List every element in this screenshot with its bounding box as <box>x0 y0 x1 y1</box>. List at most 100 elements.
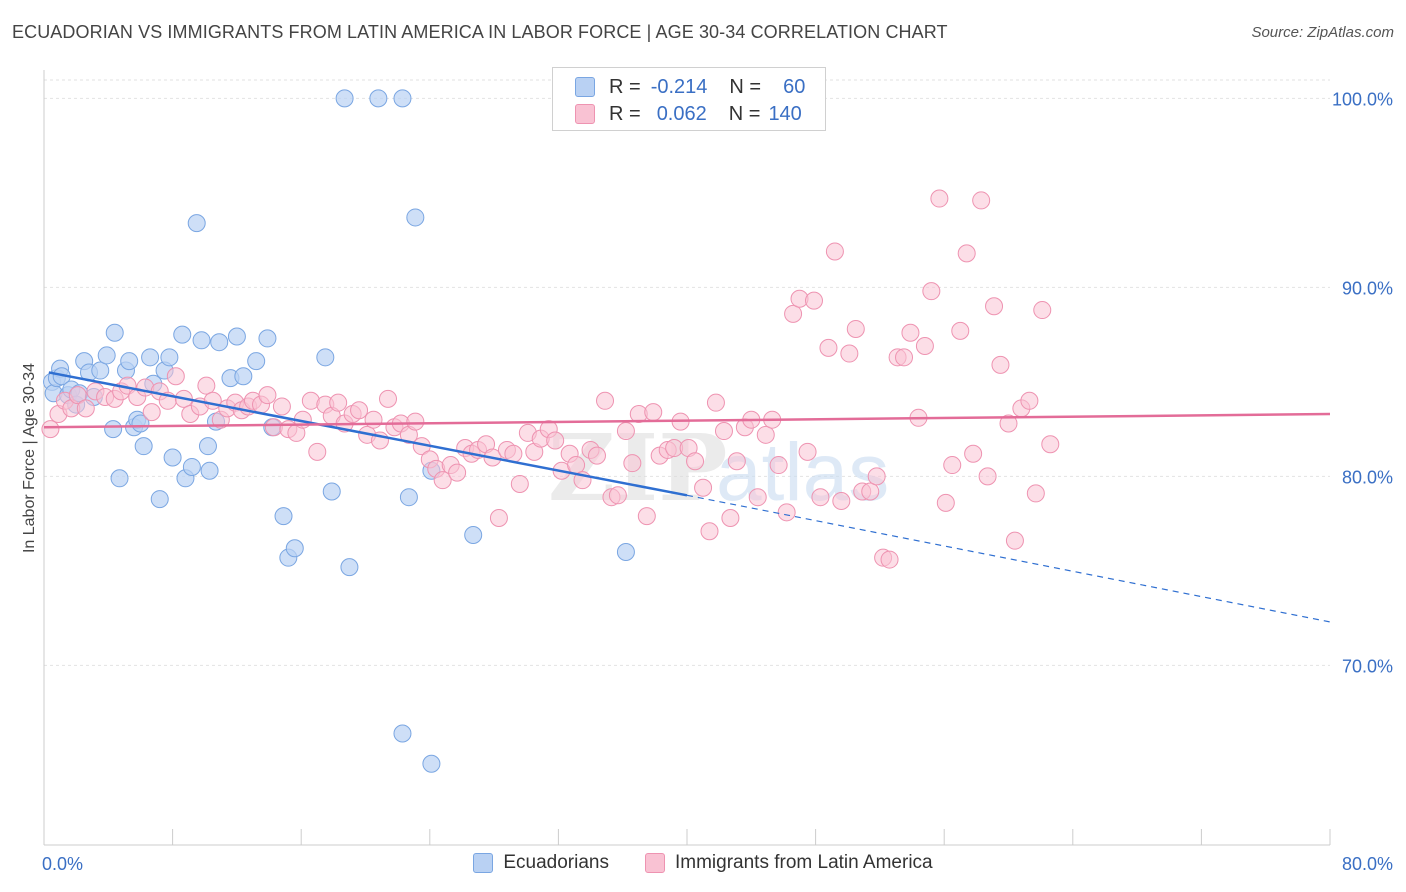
immigrant-point <box>197 376 216 395</box>
immigrant-point <box>798 442 817 461</box>
ecuadorian-point <box>192 331 211 350</box>
legend-r-value: 0.062 <box>656 102 707 125</box>
correlation-legend: R = -0.214 N = 60 R = 0.062 N = 140 <box>552 67 826 131</box>
immigrant-point <box>978 467 997 486</box>
source-label: Source: ZipAtlas.com <box>1251 24 1394 41</box>
y-tick-label: 70.0% <box>1342 656 1393 676</box>
immigrant-point <box>721 508 740 527</box>
immigrant-trend-line <box>43 412 1331 429</box>
ecuadorian-point <box>393 89 412 108</box>
trend-lines <box>43 371 1331 623</box>
immigrant-point <box>861 482 880 501</box>
legend-n-value: 60 <box>783 75 806 98</box>
ecuadorian-point <box>227 327 246 346</box>
immigrant-point <box>1020 391 1039 410</box>
immigrant-point <box>930 189 949 208</box>
immigrant-point <box>76 399 95 418</box>
immigrant-point <box>1033 301 1052 320</box>
ecuadorian-point <box>406 208 425 227</box>
legend-swatch-blue <box>473 853 494 873</box>
immigrant-point <box>714 422 733 441</box>
ecuadorian-point <box>464 526 483 544</box>
immigrant-point <box>350 401 369 420</box>
ecuadorian-point <box>285 539 304 558</box>
tick-labels: 70.0% 80.0% 90.0% 100.0% 0.0% 80.0% <box>42 89 1393 874</box>
legend-swatch-pink <box>644 853 665 873</box>
legend-item-ecuadorians[interactable]: Ecuadorians <box>473 852 609 874</box>
immigrant-point <box>406 412 425 431</box>
legend-r-value: -0.214 <box>650 75 708 98</box>
immigrant-point <box>41 420 60 439</box>
legend-n-value: 140 <box>768 102 802 125</box>
axes <box>43 70 1331 846</box>
ecuadorian-point <box>369 89 388 108</box>
immigrant-point <box>272 397 291 416</box>
immigrant-point <box>804 291 823 310</box>
ecuadorian-point <box>91 361 110 380</box>
immigrant-point <box>142 403 161 422</box>
y-tick-label: 80.0% <box>1342 467 1393 487</box>
ecuadorian-point <box>134 437 153 456</box>
immigrant-point <box>880 550 899 569</box>
immigrant-point <box>895 348 914 367</box>
immigrant-point <box>1026 484 1045 503</box>
immigrant-point <box>951 321 970 340</box>
immigrant-point <box>510 474 529 493</box>
immigrant-point <box>706 393 725 412</box>
ecuadorian-point <box>200 461 219 480</box>
immigrant-point <box>1041 435 1060 454</box>
ecuadorian-point <box>247 352 266 371</box>
legend-item-immigrants[interactable]: Immigrants from Latin America <box>644 852 933 874</box>
immigrant-point <box>616 422 635 441</box>
immigrant-point <box>68 386 87 405</box>
ecuadorian-point <box>173 325 192 344</box>
immigrant-point <box>811 488 830 507</box>
immigrant-point <box>166 367 185 386</box>
ecuadorian-trend-extension <box>686 494 1331 623</box>
immigrant-point <box>727 452 746 471</box>
ecuadorian-point <box>104 420 123 439</box>
immigrant-point <box>840 344 859 363</box>
legend-r-label: R = <box>609 102 641 125</box>
immigrant-point <box>308 442 327 461</box>
legend-swatch-blue <box>575 77 595 97</box>
legend-n-label: N = <box>729 75 762 98</box>
immigrant-point <box>756 425 775 444</box>
y-tick-label: 90.0% <box>1342 278 1393 298</box>
immigrant-point <box>379 389 398 408</box>
legend-swatch-pink <box>575 104 595 124</box>
ecuadorian-point <box>97 346 116 365</box>
ecuadorian-point <box>399 488 418 507</box>
y-axis-label: In Labor Force | Age 30-34 <box>21 363 38 553</box>
immigrant-point <box>943 456 962 475</box>
immigrant-point <box>644 403 663 422</box>
ecuadorian-point <box>210 333 229 352</box>
legend-row-immigrants: R = 0.062 N = 140 <box>575 102 802 126</box>
immigrant-point <box>623 454 642 473</box>
immigrant-point <box>964 444 983 463</box>
immigrant-point <box>915 336 934 355</box>
ecuadorian-point <box>187 214 206 233</box>
immigrant-point <box>957 244 976 263</box>
ecuadorian-point <box>160 348 179 367</box>
immigrant-point <box>999 414 1018 433</box>
immigrant-point <box>936 493 955 512</box>
immigrant-point <box>448 463 467 482</box>
ecuadorian-point <box>234 367 253 386</box>
immigrant-point <box>991 355 1010 374</box>
immigrant-point <box>587 446 606 465</box>
immigrant-point <box>637 507 656 526</box>
watermark-atlas: atlas <box>716 427 889 518</box>
immigrant-point <box>1005 531 1024 550</box>
immigrant-point <box>608 486 627 505</box>
legend-label-immigrants: Immigrants from Latin America <box>674 852 933 873</box>
ecuadorian-point <box>105 323 124 342</box>
ecuadorian-point <box>274 507 293 526</box>
immigrant-point <box>433 471 452 490</box>
immigrant-point <box>258 386 277 405</box>
ecuadorian-point <box>316 348 335 367</box>
legend-row-ecuadorians: R = -0.214 N = 60 <box>575 75 805 99</box>
immigrant-point <box>777 503 796 522</box>
immigrant-point <box>596 391 615 410</box>
immigrant-point <box>489 508 508 527</box>
